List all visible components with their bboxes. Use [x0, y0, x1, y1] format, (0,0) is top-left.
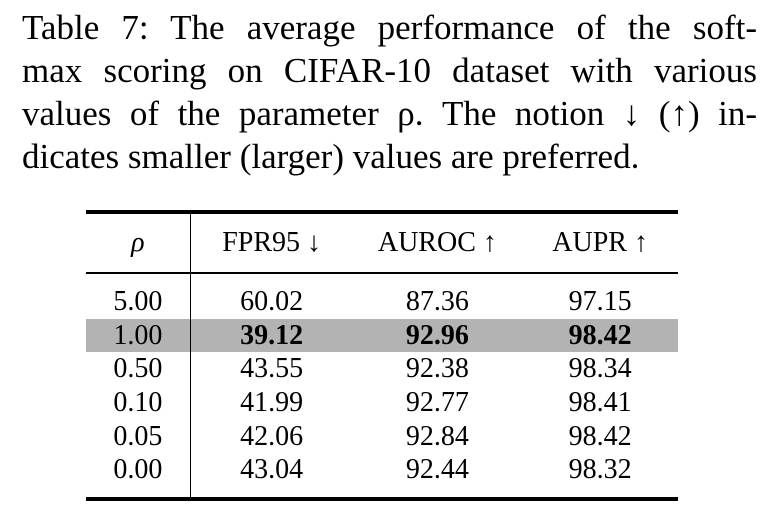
cell-rho: 0.00 [86, 452, 191, 499]
cell-auroc: 92.77 [405, 387, 469, 419]
results-table-container: ρ FPR95 ↓ AUROC ↑ AUPR ↑ 5.00 60.02 87.3… [86, 210, 678, 501]
header-auroc: AUROC ↑ [377, 227, 497, 258]
cell-fpr95: 43.04 [240, 454, 304, 486]
header-fpr95: FPR95 ↓ [222, 227, 322, 258]
cell-rho: 0.10 [86, 385, 191, 420]
cell-aupr: 98.34 [568, 353, 632, 385]
caption-line-4: dicates smaller (larger) values are pref… [22, 137, 640, 176]
cell-aupr: 98.42 [522, 318, 678, 353]
cell-fpr95: 43.55 [240, 353, 304, 385]
cell-auroc: 87.36 [405, 286, 469, 318]
cell-rho: 0.50 [86, 352, 191, 386]
cell-rho: 5.00 [86, 273, 191, 319]
table-header: ρ FPR95 ↓ AUROC ↑ AUPR ↑ [86, 212, 678, 273]
table-caption: Table 7: The average performance of the … [22, 6, 757, 178]
table-row-highlighted: 1.00 39.12 92.96 98.42 [86, 318, 678, 353]
cell-auroc: 92.44 [405, 454, 469, 486]
cell-fpr95: 42.06 [240, 420, 304, 452]
table-row: 0.50 43.55 92.38 98.34 [86, 352, 678, 386]
caption-line-3: values of the parameter ρ. The notion ↓ … [22, 94, 757, 133]
table-row: 5.00 60.02 87.36 97.15 [86, 273, 678, 319]
header-aupr: AUPR ↑ [552, 227, 648, 258]
table-row: 0.10 41.99 92.77 98.41 [86, 385, 678, 420]
table-row: 0.00 43.04 92.44 98.32 [86, 452, 678, 499]
results-table: ρ FPR95 ↓ AUROC ↑ AUPR ↑ 5.00 60.02 87.3… [86, 210, 678, 501]
cell-aupr: 98.32 [568, 454, 632, 486]
header-rho: ρ [86, 212, 191, 273]
cell-auroc: 92.96 [352, 318, 523, 353]
cell-fpr95: 60.02 [240, 286, 304, 318]
cell-aupr: 98.42 [568, 420, 632, 452]
caption-line-2: max scoring on CIFAR-10 dataset with var… [22, 51, 757, 90]
cell-aupr: 98.41 [568, 387, 632, 419]
caption-line-1: Table 7: The average performance of the … [22, 8, 757, 47]
cell-rho: 0.05 [86, 419, 191, 453]
cell-fpr95: 41.99 [240, 387, 304, 419]
cell-rho: 1.00 [86, 318, 191, 353]
cell-auroc: 92.84 [405, 420, 469, 452]
cell-auroc: 92.38 [405, 353, 469, 385]
header-row: ρ FPR95 ↓ AUROC ↑ AUPR ↑ [86, 212, 678, 273]
cell-aupr: 97.15 [568, 286, 632, 318]
table-body: 5.00 60.02 87.36 97.15 1.00 39.12 92.96 … [86, 273, 678, 499]
table-row: 0.05 42.06 92.84 98.42 [86, 419, 678, 453]
cell-fpr95: 39.12 [190, 318, 353, 353]
